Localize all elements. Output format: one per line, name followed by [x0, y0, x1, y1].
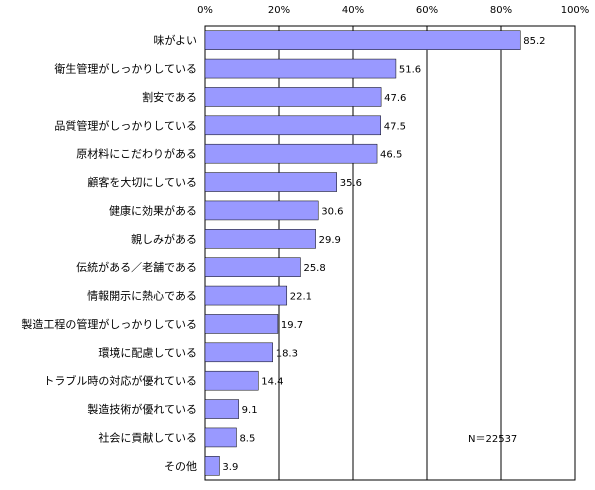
bar	[204, 427, 237, 448]
data-label: 3.9	[222, 462, 238, 473]
data-label: 22.1	[290, 292, 312, 303]
bars	[204, 30, 521, 476]
category-label: 製造工程の管理がしっかりしている	[21, 317, 197, 331]
bar	[204, 257, 301, 277]
bar	[204, 115, 381, 136]
category-label: 環境に配慮している	[98, 345, 197, 359]
bar	[204, 30, 521, 50]
category-labels: 味がよい衛生管理がしっかりしている割安である品質管理がしっかりしている原材料にこ…	[21, 33, 197, 473]
data-label: 9.1	[242, 405, 258, 416]
bar	[204, 314, 279, 334]
data-label: 35.6	[340, 178, 362, 189]
bar	[204, 370, 259, 391]
bar	[204, 58, 397, 79]
bar	[204, 229, 316, 249]
data-label: 46.5	[380, 150, 402, 161]
category-label: 健康に効果がある	[109, 203, 197, 217]
category-label: 衛生管理がしっかりしている	[54, 62, 197, 76]
plot-area	[204, 25, 576, 481]
x-tick-label: 60%	[416, 5, 438, 16]
data-label: 51.6	[399, 65, 421, 76]
bar	[204, 87, 382, 107]
data-label: 14.4	[261, 377, 283, 388]
x-tick-label: 100%	[561, 5, 590, 16]
x-tick-label: 40%	[342, 5, 364, 16]
data-label: 18.3	[276, 348, 298, 359]
bar	[204, 399, 239, 419]
category-label: 顧客を大切にしている	[87, 175, 197, 189]
bar	[204, 342, 273, 363]
category-label: 親しみがある	[131, 232, 197, 246]
category-label: 社会に貢献している	[98, 430, 197, 444]
data-label: 47.6	[384, 93, 406, 104]
data-label: 30.6	[321, 206, 343, 217]
category-label: その他	[164, 460, 197, 473]
x-tick-label: 80%	[490, 5, 512, 16]
data-label: 8.5	[239, 433, 255, 444]
data-label: 25.8	[303, 263, 325, 274]
category-label: 製造技術が優れている	[87, 402, 197, 416]
data-label: 47.5	[384, 121, 406, 132]
x-tick-label: 0%	[197, 5, 213, 16]
bar	[204, 285, 288, 306]
category-label: 原材料にこだわりがある	[76, 147, 197, 161]
data-label: 85.2	[523, 36, 545, 47]
value-labels: 85.2 51.6 47.6 47.5 46.5 35.6 30.6 29.9 25.8 22.1…	[222, 36, 545, 473]
bar	[204, 172, 337, 192]
category-label: 味がよい	[154, 33, 197, 47]
category-label: トラブル時の対応が優れている	[43, 374, 197, 388]
category-label: 情報開示に熱心である	[87, 290, 197, 303]
bar	[204, 200, 319, 221]
category-label: 品質管理がしっかりしている	[54, 118, 197, 132]
data-label: 29.9	[319, 235, 341, 246]
bar	[204, 143, 378, 164]
x-tick-label: 20%	[268, 5, 290, 16]
bar	[204, 456, 220, 476]
x-axis-tick-labels: 0% 20% 40% 60% 80% 100%	[197, 5, 589, 16]
sample-size-annotation: N＝22537	[468, 434, 517, 445]
category-label: 伝統がある／老舗である	[76, 260, 197, 274]
category-label: 割安である	[142, 90, 197, 104]
data-label: 19.7	[281, 320, 303, 331]
